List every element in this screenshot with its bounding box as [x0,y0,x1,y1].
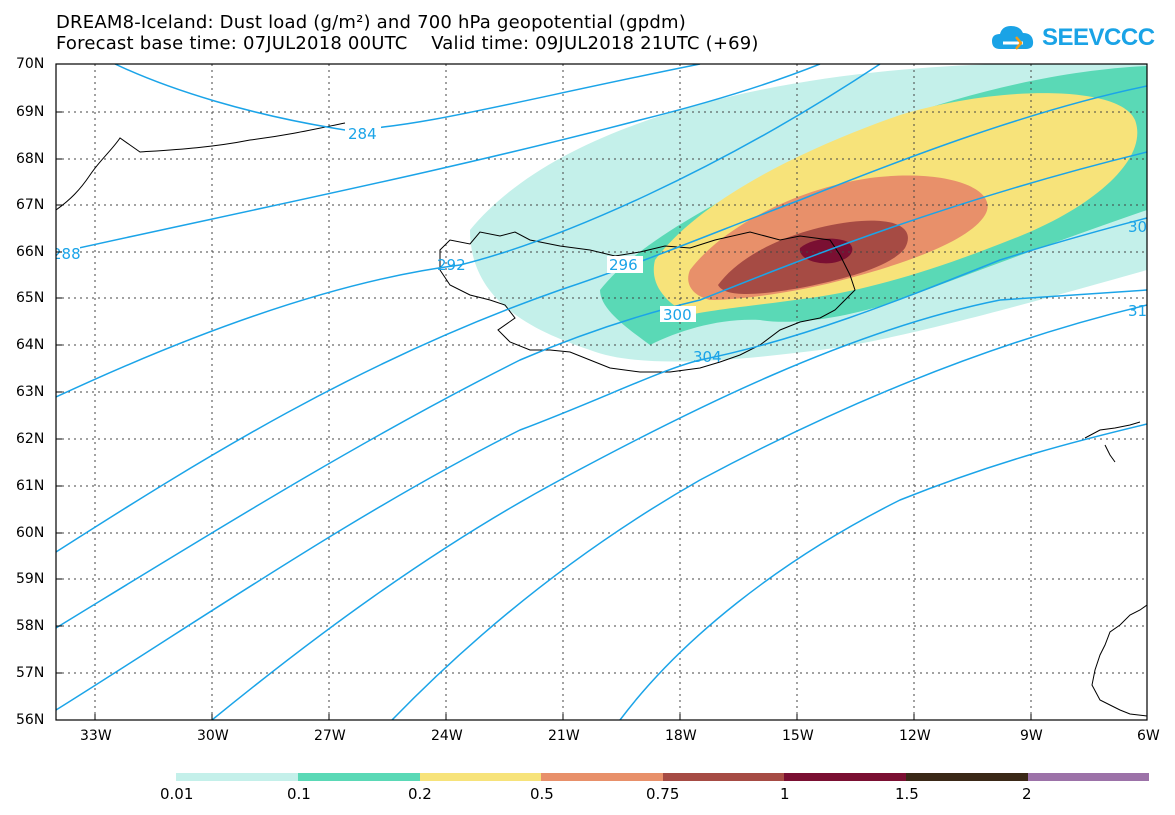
contour-316 [619,423,1147,720]
lat-label: 56N [16,712,45,728]
colorbar-label: 1 [780,785,790,803]
colorbar-swatch-0.2 [420,773,541,781]
coastlines [56,122,1147,717]
lat-label: 60N [16,525,45,541]
colorbar-swatch-0.1 [298,773,420,781]
lat-label: 69N [16,104,45,120]
contour-label-300: 300 [663,306,692,324]
contour-label-312: 312 [1128,302,1157,320]
colorbar-label: 0.1 [287,785,311,803]
lat-label: 59N [16,571,45,587]
contour-288 [56,64,821,254]
seevccc-logo: SEEVCCC [990,18,1155,58]
colorbar-label: 0.01 [160,785,194,803]
contour-label-304: 304 [693,348,722,366]
lat-label: 61N [16,478,45,494]
colorbar-swatch-1 [784,773,906,781]
contour-label-308: 308 [1128,218,1157,236]
map-title: DREAM8-Iceland: Dust load (g/m²) and 700… [56,12,686,33]
colorbar-label: 0.75 [646,785,680,803]
greenland-coast [56,122,346,211]
contour-308 [211,289,1147,720]
contour-304 [56,217,1147,711]
logo-text: SEEVCCC [1042,24,1155,51]
lat-label: 68N [16,151,45,167]
graticule [56,64,1147,720]
colorbar-label: 2 [1022,785,1032,803]
contour-284 [114,64,701,131]
colorbar-swatch-1.5 [906,773,1028,781]
map-subtitle-times: Forecast base time: 07JUL2018 00UTC Vali… [56,33,759,54]
colorbar-swatch-0.01 [176,773,298,781]
lat-label: 62N [16,431,45,447]
lon-label: 15W [782,728,814,744]
contour-label-296: 296 [609,256,638,274]
lat-label: 70N [16,56,45,72]
lat-label: 66N [16,244,45,260]
lat-label: 57N [16,665,45,681]
lat-label: 63N [16,384,45,400]
contour-292 [56,64,881,398]
lon-label: 18W [665,728,697,744]
axis-ticks [56,63,1148,721]
lat-label: 67N [16,197,45,213]
lon-label: 33W [80,728,112,744]
contour-label-284: 284 [348,125,377,143]
lon-label: 27W [314,728,346,744]
contour-296 [56,85,1147,553]
lon-label: 12W [899,728,931,744]
contour-labels: 284 288 292 296 300 304 308 312 [52,125,1157,366]
lon-label: 21W [548,728,580,744]
lon-label: 24W [431,728,463,744]
faroe-shetland-coast [1084,421,1141,463]
colorbar-label: 0.5 [530,785,554,803]
contour-312 [391,304,1147,720]
colorbar-label: 0.2 [408,785,432,803]
iceland-coast [439,231,856,373]
colorbar-swatch-0.5 [541,773,663,781]
lat-label: 65N [16,290,45,306]
lon-label: 9W [1020,728,1043,744]
contour-label-292: 292 [437,256,466,274]
colorbar-label: 1.5 [895,785,919,803]
cloud-logo-icon [992,26,1034,50]
scotland-coast [1091,604,1147,717]
lat-label: 58N [16,618,45,634]
contour-label-288: 288 [52,245,81,263]
colorbar [176,773,1149,781]
colorbar-swatch-0.75 [663,773,784,781]
contour-300 [56,151,1147,629]
colorbar-swatch-2 [1028,773,1149,781]
lat-label: 64N [16,337,45,353]
lon-label: 30W [197,728,229,744]
lon-label: 6W [1137,728,1160,744]
